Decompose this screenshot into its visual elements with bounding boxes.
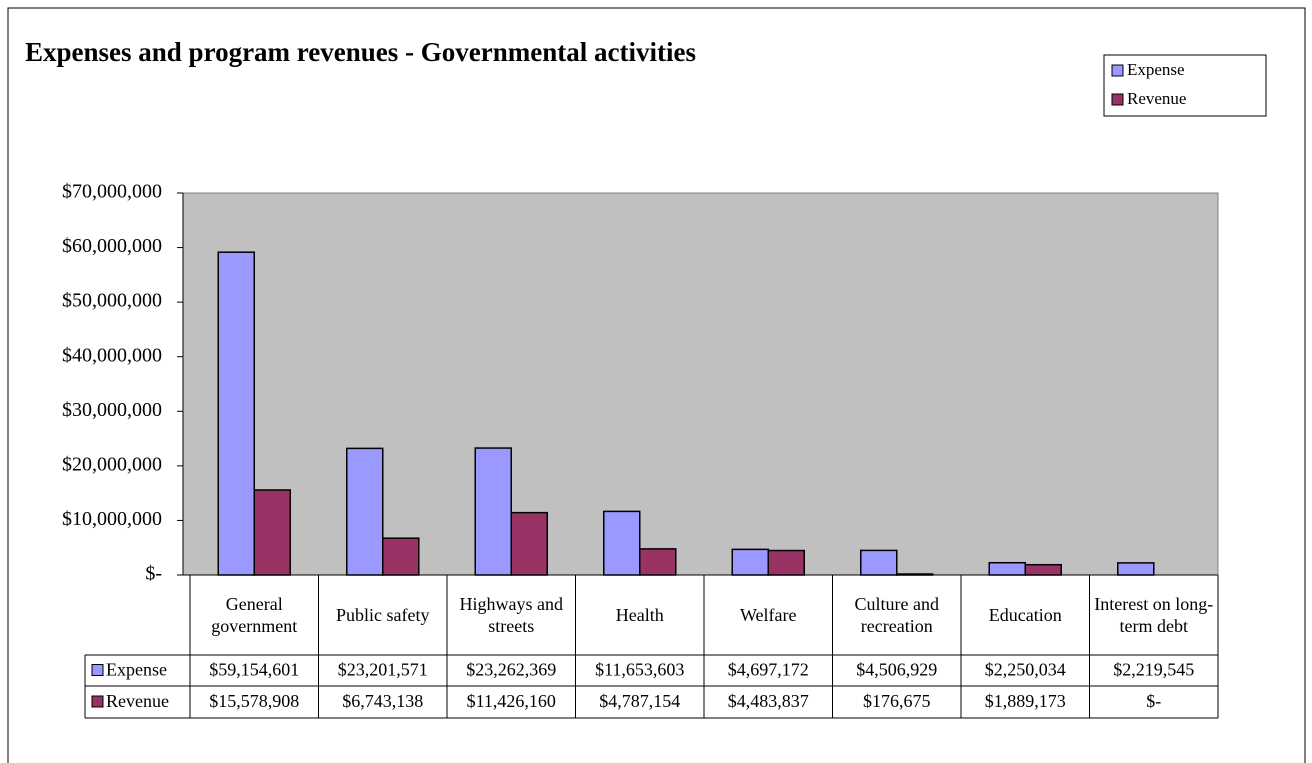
bar <box>767 549 805 576</box>
bar <box>639 548 677 576</box>
x-tick-label-box: Education <box>988 605 1062 625</box>
bar <box>1117 562 1155 576</box>
chart-title: Expenses and program revenues - Governme… <box>25 37 696 67</box>
y-tick-label: $50,000,000 <box>62 290 162 312</box>
x-tick-label: Interest on long-term debt <box>1094 594 1214 636</box>
data-label: $11,653,603 <box>595 660 684 680</box>
data-label: $2,219,545 <box>1113 660 1194 680</box>
bar <box>860 549 898 576</box>
x-tick-label-box: Welfare <box>739 605 797 625</box>
data-label: $4,787,154 <box>599 691 680 711</box>
bar <box>217 251 255 576</box>
table-series-label: Revenue <box>106 691 169 711</box>
x-tick-label-box: Health <box>615 605 664 625</box>
legend-box <box>1103 54 1267 117</box>
data-label: $4,483,837 <box>728 691 809 711</box>
plot-area <box>182 192 1219 576</box>
bar <box>382 537 420 576</box>
legend-label: Expense <box>1127 60 1185 79</box>
x-tick-label: Highways and streets <box>459 594 563 636</box>
table-legend-swatch <box>91 664 104 676</box>
x-tick-label: Culture and recreation <box>854 594 939 636</box>
y-tick-label: $60,000,000 <box>62 235 162 257</box>
y-tick-label: $20,000,000 <box>62 453 162 475</box>
data-label: $2,250,034 <box>985 660 1066 680</box>
bar <box>474 447 512 576</box>
x-tick-label-box: General government <box>211 594 298 636</box>
data-label: $23,201,571 <box>338 660 428 680</box>
bar <box>253 489 291 576</box>
data-label: $4,506,929 <box>856 660 937 680</box>
x-tick-label-box: Public safety <box>336 605 430 625</box>
x-tick-label: Public safety <box>336 605 430 625</box>
legend-label: Revenue <box>1127 89 1186 108</box>
y-tick-label: $- <box>145 563 162 585</box>
x-tick-label: Welfare <box>739 605 797 625</box>
bar <box>988 561 1026 576</box>
bar <box>510 511 548 576</box>
data-label: $- <box>1146 691 1161 711</box>
table-legend-swatch <box>91 695 104 708</box>
y-tick-label: $40,000,000 <box>62 344 162 366</box>
x-tick-label: Health <box>615 605 664 625</box>
data-label: $11,426,160 <box>467 691 556 711</box>
bar <box>603 510 641 576</box>
data-label: $1,889,173 <box>985 691 1066 711</box>
data-label: $4,697,172 <box>728 660 809 680</box>
x-tick-label: General government <box>211 594 298 636</box>
x-tick-label-box: Highways and streets <box>459 594 563 636</box>
legend-swatch <box>1111 93 1124 106</box>
data-label: $176,675 <box>863 691 931 711</box>
bar <box>731 548 769 576</box>
table-series-label: Expense <box>106 660 167 680</box>
x-tick-label: Education <box>988 605 1062 625</box>
y-tick-label: $70,000,000 <box>62 181 162 203</box>
data-label: $15,578,908 <box>209 691 299 711</box>
data-label: $23,262,369 <box>466 660 556 680</box>
x-tick-label-box: Interest on long-term debt <box>1094 594 1214 636</box>
bar <box>1024 563 1062 576</box>
legend-swatch <box>1111 64 1124 77</box>
data-label: $59,154,601 <box>209 660 299 680</box>
y-tick-label: $10,000,000 <box>62 508 162 530</box>
bar <box>346 447 384 576</box>
data-label: $6,743,138 <box>342 691 423 711</box>
y-tick-label: $30,000,000 <box>62 399 162 421</box>
x-tick-label-box: Culture and recreation <box>854 594 939 636</box>
